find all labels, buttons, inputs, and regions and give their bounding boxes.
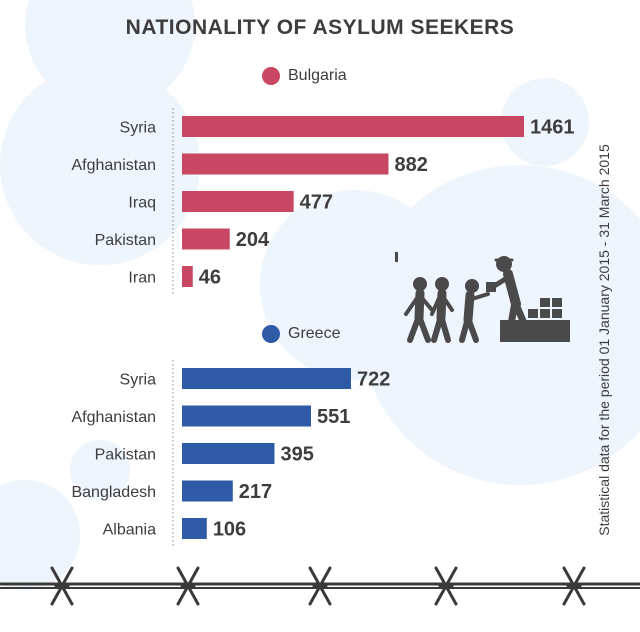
category-label-greece-2: Pakistan [95, 447, 156, 464]
category-label-bulgaria-0: Syria [120, 120, 157, 137]
chart-title: NATIONALITY OF ASYLUM SEEKERS [125, 16, 515, 39]
category-label-bulgaria-2: Iraq [128, 195, 156, 212]
value-label-greece-0: 722 [357, 369, 390, 391]
period-note-text: Statistical data for the period 01 Janua… [596, 144, 612, 536]
value-label-bulgaria-0: 1461 [530, 117, 575, 139]
bar-greece-2 [182, 443, 275, 464]
value-label-bulgaria-1: 882 [394, 154, 427, 176]
value-label-greece-4: 106 [213, 519, 246, 541]
bar-greece-3 [182, 480, 233, 502]
bar-bulgaria-2 [182, 191, 294, 212]
legend-label-bulgaria: Bulgaria [288, 67, 347, 84]
category-label-greece-3: Bangladesh [71, 484, 156, 501]
bar-greece-1 [182, 405, 311, 427]
legend-swatch-greece [262, 325, 280, 343]
value-label-bulgaria-3: 204 [236, 229, 270, 251]
bar-greece-4 [182, 518, 207, 539]
value-label-bulgaria-4: 46 [199, 267, 221, 289]
bar-greece-0 [182, 368, 352, 389]
category-label-bulgaria-3: Pakistan [95, 232, 156, 249]
legend-greece: Greece [262, 322, 340, 346]
category-label-greece-4: Albania [103, 522, 156, 539]
value-label-bulgaria-2: 477 [300, 192, 333, 214]
category-label-bulgaria-1: Afghanistan [71, 157, 156, 174]
legend-bulgaria: Bulgaria [262, 64, 347, 88]
bar-bulgaria-4 [182, 266, 193, 287]
category-label-bulgaria-4: Iran [128, 270, 156, 287]
value-label-greece-3: 217 [239, 481, 272, 503]
category-label-greece-1: Afghanistan [71, 409, 156, 426]
value-label-greece-1: 551 [317, 406, 350, 428]
bar-bulgaria-0 [182, 116, 524, 137]
bar-bulgaria-3 [182, 228, 230, 250]
legend-swatch-bulgaria [262, 67, 280, 85]
refugees-icon [395, 252, 570, 343]
value-label-greece-2: 395 [280, 444, 313, 466]
bar-bulgaria-1 [182, 153, 389, 175]
legend-label-greece: Greece [288, 325, 341, 342]
barbed-wire-icon [0, 566, 640, 606]
category-label-greece-0: Syria [120, 372, 157, 389]
